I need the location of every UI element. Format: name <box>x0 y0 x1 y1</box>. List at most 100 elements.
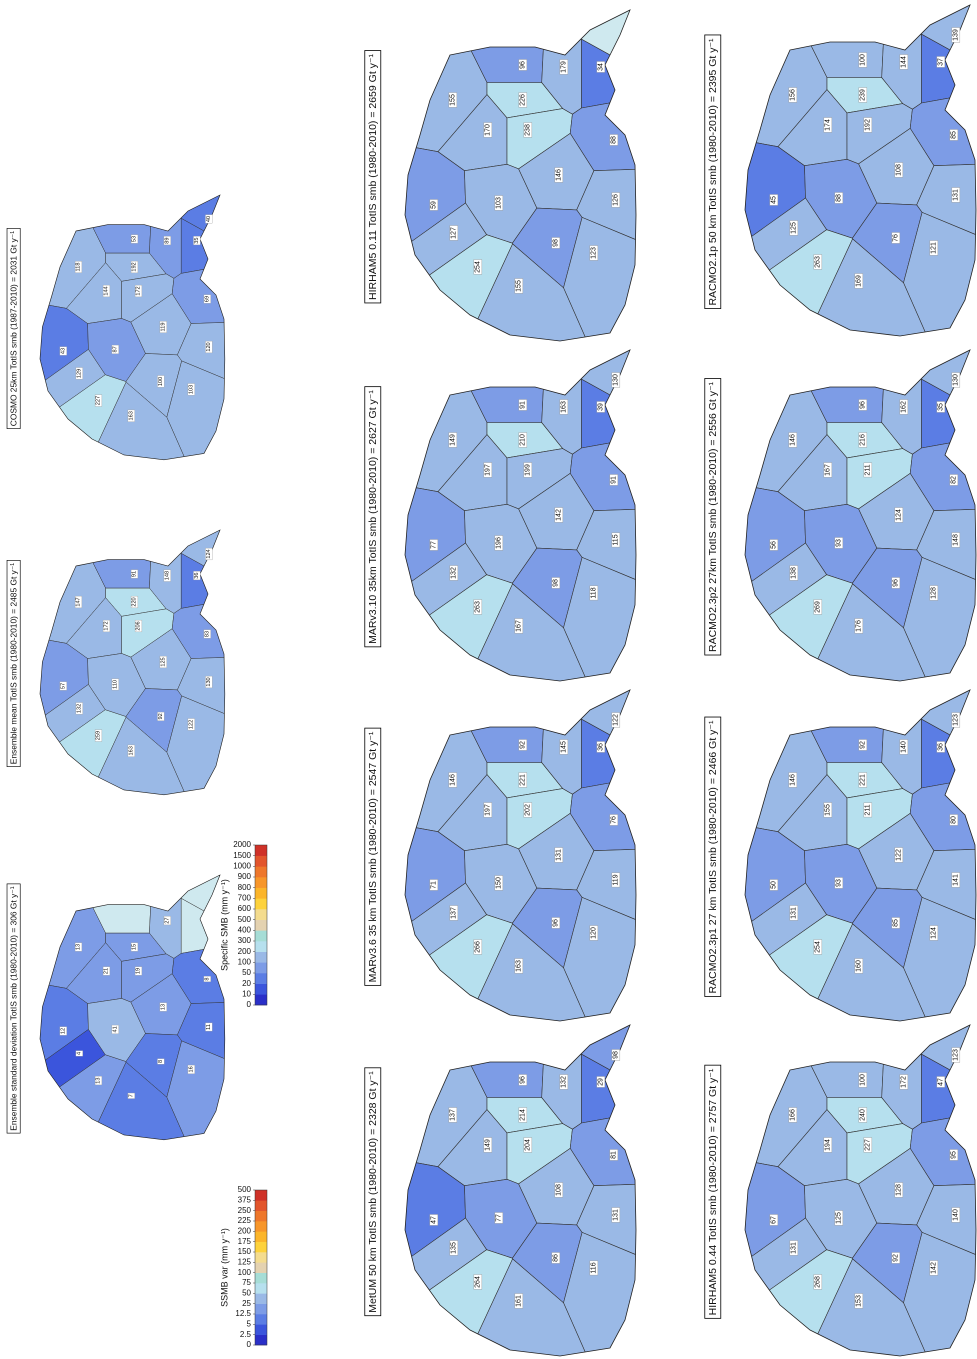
basin-value: 170 <box>484 124 491 136</box>
label-box <box>596 61 606 73</box>
colorbar-tick-label: 700 <box>238 893 252 902</box>
basin-label: 122 <box>894 847 904 863</box>
label-box <box>769 539 779 551</box>
basin-value: 137 <box>449 1109 456 1121</box>
basin-label: 77 <box>494 1212 504 1224</box>
basin-label: 202 <box>523 802 533 818</box>
basin-value: 96 <box>892 579 899 587</box>
label-box <box>863 117 873 133</box>
title-box <box>364 50 382 304</box>
map-panel: 166 240 100 172 47 123 194 227 95 67 125 128 140 131 9… <box>704 1024 977 1357</box>
basin-label: 221 <box>518 772 528 788</box>
label-box <box>518 1107 528 1123</box>
panel-title: RACMO2.3p2 27km TotIS smb (1980-2010) = … <box>704 378 722 656</box>
basin <box>86 381 190 460</box>
basin-value: 13 <box>75 944 81 950</box>
basin-value: 221 <box>519 774 526 786</box>
label-box <box>858 739 868 751</box>
label-box <box>554 1182 564 1198</box>
basin-value: 263 <box>814 256 821 268</box>
basin-label: 254 <box>473 259 483 275</box>
basin-value: 11 <box>206 1024 212 1030</box>
label-box <box>448 772 458 788</box>
label-box <box>551 577 561 589</box>
basin-value: 110 <box>112 680 118 689</box>
basin-label: 155 <box>514 278 524 294</box>
basins <box>745 1025 976 1356</box>
basin-label: 98 <box>551 237 561 249</box>
basin-label: 16 <box>187 1064 195 1074</box>
basin-value: 34 <box>597 63 604 71</box>
basin-value: 155 <box>449 94 456 106</box>
basin-value: 150 <box>495 877 502 889</box>
label-box <box>894 507 904 523</box>
label-box <box>59 1026 67 1036</box>
basin-label: 166 <box>788 1107 798 1123</box>
label-box <box>187 383 195 396</box>
basin-label: 88 <box>609 134 619 146</box>
label-box <box>494 1212 504 1224</box>
basin-value: 254 <box>814 941 821 953</box>
basin-value: 139 <box>952 29 959 41</box>
basin-label: 197 <box>483 802 493 818</box>
colorbar-bin <box>255 973 267 984</box>
colorbar-tick-label: 375 <box>238 1195 252 1204</box>
basin-value: 227 <box>95 396 101 405</box>
label-box <box>448 92 458 108</box>
basin <box>802 238 932 336</box>
colorbar-bin <box>255 930 267 942</box>
basin-label: 91 <box>518 399 528 411</box>
label-box <box>609 134 619 146</box>
colorbar-tick-label: 10 <box>242 989 251 998</box>
label-box <box>127 744 135 757</box>
basin-label: 115 <box>611 532 621 548</box>
label-box <box>523 462 533 478</box>
basins <box>745 690 976 1021</box>
label-box <box>769 1214 779 1226</box>
basin-value: 125 <box>790 222 797 234</box>
basin <box>581 378 636 449</box>
basin-value: 45 <box>770 196 777 204</box>
basin-value: 39 <box>597 403 604 411</box>
basin-value: 85 <box>950 131 957 139</box>
label-box <box>429 879 439 891</box>
basins <box>40 530 225 795</box>
label-box <box>596 401 606 413</box>
basin-value: 47 <box>430 1216 437 1224</box>
basin-label: 96 <box>891 577 901 589</box>
label-box <box>834 877 844 889</box>
basin-value: 36 <box>194 572 200 578</box>
label-box <box>111 678 119 691</box>
colorbar-tick-label: 5 <box>247 1319 252 1328</box>
panel-title: HIRHAM5 0.11 TotIS smb (1980-2010) = 265… <box>364 50 382 304</box>
label-box <box>854 273 864 289</box>
basin-value: 163 <box>515 960 522 972</box>
basin-value: 146 <box>789 434 796 446</box>
label-box <box>899 54 909 70</box>
label-box <box>448 432 458 448</box>
basin-value: 131 <box>952 189 959 201</box>
basin-label: 110 <box>111 678 119 691</box>
basin-label: 128 <box>894 1182 904 1198</box>
label-box <box>611 1207 621 1223</box>
basin-label: 41 <box>111 1024 119 1034</box>
basin-value: 160 <box>855 960 862 972</box>
label-box <box>203 294 211 304</box>
basin-value: 36 <box>937 743 944 751</box>
basin-value: 122 <box>612 714 619 726</box>
basin-value: 83 <box>204 631 210 637</box>
basin-label: 240 <box>858 1107 868 1123</box>
basin-value: 92 <box>892 1254 899 1262</box>
basin-label: 80 <box>949 814 959 826</box>
basin <box>802 583 932 681</box>
basin-label: 172 <box>102 619 111 633</box>
basin-value: 172 <box>135 286 141 295</box>
panel-title: RACMO2.3p1 27 km TotIS smb (1980-2010) =… <box>704 716 722 997</box>
coastline <box>404 1024 637 1357</box>
basin-value: 220 <box>131 597 137 606</box>
basin-value: 36 <box>597 743 604 751</box>
title-text: Ensemble standard deviation TotIS smb (1… <box>9 886 19 1130</box>
basin-value: 40 <box>206 216 212 222</box>
